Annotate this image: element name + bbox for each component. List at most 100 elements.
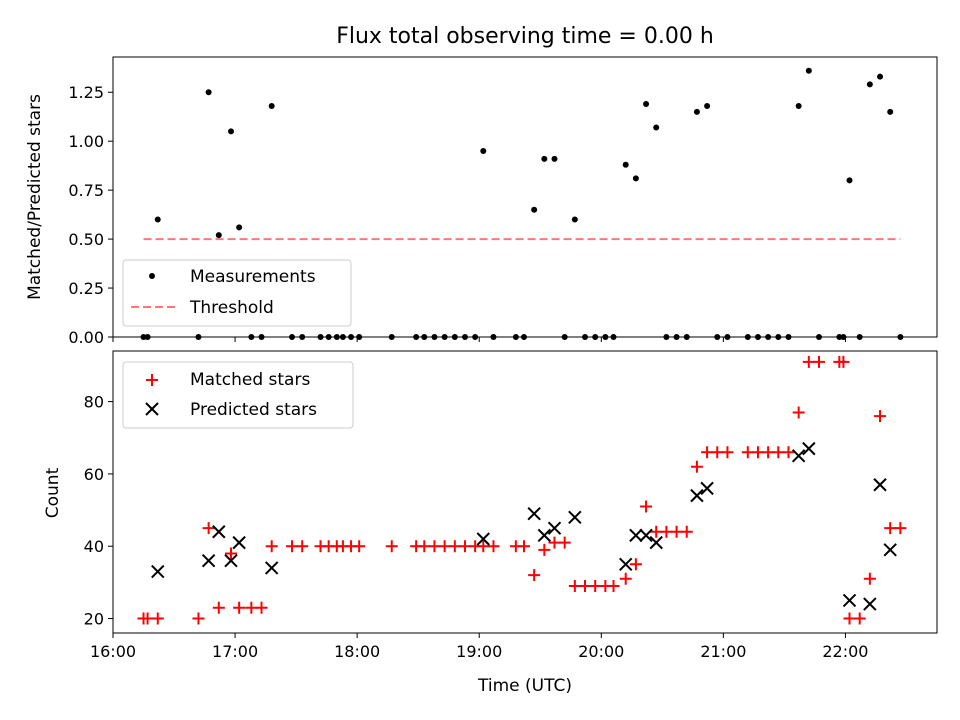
predicted-stars-point: [883, 543, 897, 557]
measurements-point: [622, 161, 629, 168]
predicted-stars-point: [639, 528, 653, 543]
matched-stars-point: [589, 580, 602, 592]
matched-stars-point: [884, 522, 897, 535]
measurements-point: [551, 155, 558, 162]
bottom-plot-area: 16:00 17:00 18:00 19:00 20:00 21:00 22:00 20 40 6…: [84, 350, 938, 661]
predicted-stars-point: [842, 593, 857, 608]
matched-stars-point: [428, 540, 441, 553]
top-plot-area: 0.00 0.25 0.50 0.75 1.00 1.25: [68, 56, 938, 347]
predicted-stars-point: [863, 597, 877, 611]
matched-stars-point: [812, 355, 825, 368]
measurements-point: [480, 147, 487, 154]
top-legend-box: [122, 259, 352, 327]
measurements-point: [795, 102, 802, 109]
matched-stars-point: [579, 580, 592, 592]
matched-stars-point: [721, 446, 734, 459]
measurements-point: [571, 216, 578, 223]
matched-stars-point: [640, 500, 653, 513]
matched-stars-point: [538, 543, 551, 556]
matched-stars-point: [528, 569, 541, 582]
matched-stars-point: [233, 601, 246, 614]
predicted-stars-point: [224, 553, 238, 568]
predicted-stars-point: [629, 528, 643, 543]
matched-stars-point: [192, 612, 205, 625]
measurements-point: [205, 89, 212, 96]
predicted-stars-point: [547, 521, 562, 535]
matched-stars-point: [853, 612, 866, 625]
matched-stars-point: [792, 406, 805, 419]
bottom-x-tick-label: 17:00: [212, 642, 258, 661]
predicted-stars-point: [649, 535, 663, 550]
measurements-point: [541, 155, 548, 162]
measurements-point: [704, 102, 711, 109]
predicted-stars-point: [619, 557, 633, 572]
top-y-tick-label: 0.00: [68, 328, 104, 347]
matched-stars-point: [255, 601, 268, 614]
matched-stars-point: [418, 540, 431, 553]
top-panel: Flux total observing time = 0.00 h Match…: [25, 24, 938, 347]
bottom-x-axis-label: Time (UTC): [477, 676, 572, 696]
matched-stars-point: [711, 446, 724, 459]
matched-stars-point: [837, 355, 850, 368]
measurements-point: [693, 108, 700, 115]
matched-stars-point: [568, 580, 581, 592]
matched-stars-point: [629, 558, 642, 571]
bottom-y-tick-label: 60: [84, 465, 104, 484]
matched-stars-point: [802, 355, 815, 368]
matched-stars-point: [660, 525, 673, 538]
predicted-stars-point: [802, 441, 816, 456]
bottom-x-tick-label: 21:00: [700, 642, 746, 661]
matched-stars-point: [741, 446, 754, 459]
legend-matched-label: Matched stars: [190, 370, 310, 390]
matched-stars-point: [225, 547, 238, 560]
bottom-x-tick-label: 16:00: [90, 642, 136, 661]
bottom-y-tick-label: 20: [84, 610, 104, 629]
matched-stars-point: [151, 612, 164, 625]
measurements-point: [866, 81, 873, 88]
matched-stars-point: [751, 446, 764, 459]
measurements-point: [215, 232, 222, 239]
predicted-stars-point: [873, 478, 887, 492]
bottom-legend: Matched stars Predicted stars: [122, 361, 354, 429]
legend-predicted-label: Predicted stars: [190, 400, 317, 420]
matched-stars-point: [141, 612, 154, 625]
matched-stars-point: [607, 580, 620, 592]
top-y-tick-label: 0.50: [68, 230, 104, 249]
matched-stars-point: [772, 446, 785, 459]
matched-stars-point: [558, 536, 571, 549]
bottom-y-tick-label: 40: [84, 537, 104, 556]
top-legend: Measurements Threshold: [122, 259, 352, 327]
matched-stars-point: [548, 536, 561, 549]
matched-stars-point: [477, 540, 490, 553]
matched-stars-point: [296, 540, 309, 553]
measurements-point: [846, 177, 853, 184]
matched-stars-point: [202, 522, 215, 535]
matched-stars-point: [874, 410, 887, 423]
matched-stars-point: [265, 540, 278, 553]
measurements-point: [268, 102, 275, 109]
bottom-x-tick-label: 22:00: [822, 642, 868, 661]
measurements-point: [805, 67, 812, 74]
legend-measurements-label: Measurements: [190, 267, 316, 287]
predicted-stars-point: [151, 564, 165, 579]
matched-stars-point: [458, 540, 471, 553]
matched-stars-point: [448, 540, 461, 553]
measurements-point: [887, 108, 894, 115]
bottom-legend-box: [122, 361, 354, 429]
bottom-x-tick-label: 19:00: [456, 642, 502, 661]
top-y-tick-label: 0.25: [68, 279, 104, 298]
measurements-point: [653, 124, 660, 131]
matched-stars-point: [701, 446, 714, 459]
matched-stars-point: [286, 540, 299, 553]
bottom-x-tick-label: 20:00: [578, 642, 624, 661]
legend-measurements-marker: [149, 273, 155, 279]
top-y-axis-label: Matched/Predicted stars: [25, 94, 45, 300]
matched-stars-point: [690, 460, 703, 473]
predicted-stars-point: [264, 561, 279, 575]
measurements-point: [643, 100, 650, 107]
predicted-stars-point: [537, 528, 552, 543]
bottom-plot-frame: [112, 350, 938, 634]
matched-stars-point: [894, 522, 907, 535]
matched-stars-point: [843, 612, 856, 625]
bottom-y-axis-label: Count: [43, 467, 63, 518]
